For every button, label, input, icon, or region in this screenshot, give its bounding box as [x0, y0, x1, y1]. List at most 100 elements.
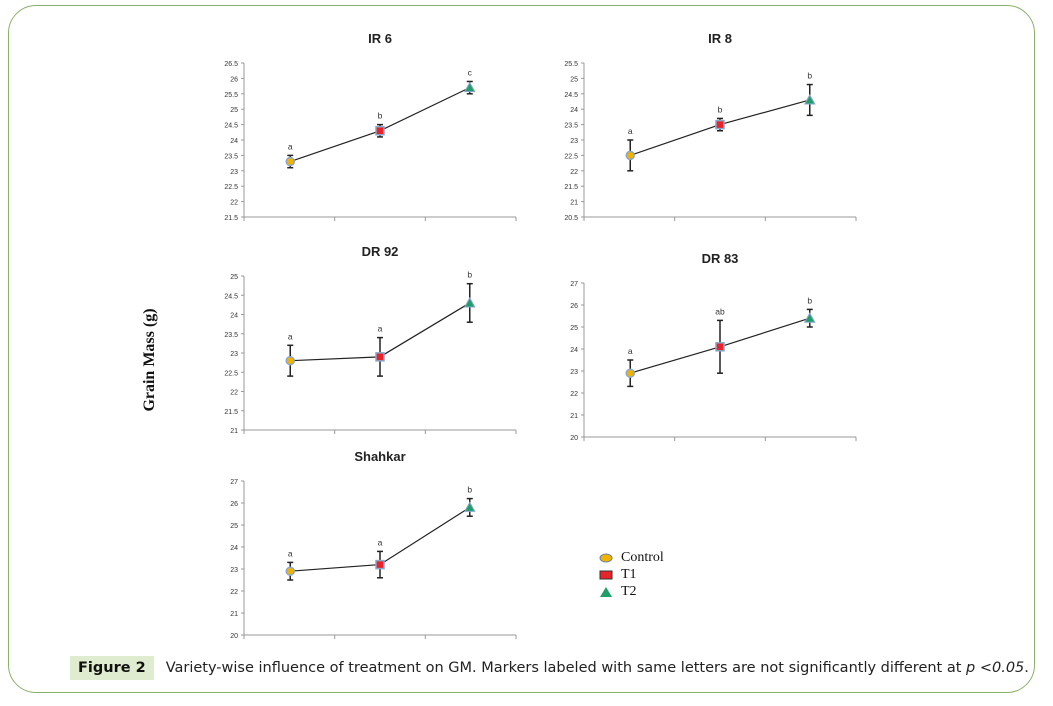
significance-letter: b	[467, 270, 472, 280]
t2-marker	[463, 501, 476, 512]
y-tick-label: 20	[570, 435, 578, 442]
y-tick-label: 24.5	[564, 92, 578, 99]
y-tick-label: 21.5	[224, 215, 238, 222]
y-tick-label: 21	[570, 413, 578, 420]
significance-letter: b	[378, 111, 383, 121]
caption-p-value: p <0.05	[966, 660, 1025, 676]
significance-letter: a	[288, 141, 293, 151]
legend-item-t2: T2	[598, 583, 664, 600]
chart-dr83: DR 83 20 21 22 23 24 25 26 27 a ab b	[540, 245, 870, 450]
t1-marker	[375, 352, 385, 362]
significance-letter: a	[628, 126, 633, 136]
y-tick-label: 27	[230, 479, 238, 486]
control-marker	[285, 156, 295, 167]
chart-dr92-svg: DR 92 21 21.5 22 22.5 23 23.5 24 24.5 25 a a b	[224, 244, 517, 435]
t2-marker	[463, 81, 476, 93]
y-tick-label: 24	[570, 347, 578, 354]
y-tick-label: 25	[230, 523, 238, 530]
chart-ir6: IR 6 21.5 22 22.5 23 23.5 24 24.5 25 25.5 26 26.5 a b…	[200, 25, 530, 230]
t2-marker	[803, 93, 816, 105]
y-tick-label: 20	[230, 633, 238, 640]
y-tick-label: 24	[230, 545, 238, 552]
y-tick-label: 20.5	[564, 215, 578, 222]
significance-letter: a	[288, 548, 293, 558]
chart-title: DR 83	[702, 251, 739, 266]
legend-label: T1	[621, 566, 637, 582]
y-tick-label: 24	[570, 107, 578, 114]
y-tick-label: 21.5	[564, 184, 578, 191]
y-tick-label: 27	[570, 281, 578, 288]
y-tick-label: 22	[570, 391, 578, 398]
y-tick-label: 22	[230, 390, 238, 397]
chart-title: DR 92	[362, 244, 399, 259]
y-tick-label: 22	[570, 169, 578, 176]
t1-marker	[715, 119, 725, 130]
y-axis-label: Grain Mass (g)	[141, 308, 158, 412]
chart-dr92: DR 92 21 21.5 22 22.5 23 23.5 24 24.5 25 a a b	[200, 238, 530, 443]
triangle-marker-icon	[600, 586, 612, 597]
chart-title: Shahkar	[354, 449, 405, 464]
chart-title: IR 6	[368, 31, 392, 46]
control-marker	[625, 368, 635, 378]
control-marker	[285, 566, 295, 576]
significance-letter: a	[628, 346, 633, 356]
y-tick-label: 21	[230, 428, 238, 435]
y-tick-label: 22.5	[564, 153, 578, 160]
figure-label: Figure 2	[70, 656, 154, 680]
t1-marker	[375, 559, 385, 570]
y-tick-label: 23.5	[224, 332, 238, 339]
control-marker	[625, 150, 635, 161]
y-tick-label: 23	[570, 138, 578, 145]
y-tick-label: 23	[570, 369, 578, 376]
chart-ir8: IR 8 20.5 21 21.5 22 22.5 23 23.5 24 24.5 25 25.5 a b…	[540, 25, 870, 230]
figure-frame	[8, 5, 1035, 693]
y-tick-label: 26	[230, 501, 238, 508]
y-tick-label: 23	[230, 169, 238, 176]
significance-letter: ab	[715, 306, 725, 316]
y-tick-label: 24	[230, 313, 238, 320]
y-tick-label: 25	[570, 76, 578, 83]
significance-letter: b	[807, 71, 812, 81]
chart-ir8-svg: IR 8 20.5 21 21.5 22 22.5 23 23.5 24 24.5 25 25.5 a b…	[564, 31, 857, 222]
y-tick-label: 25.5	[224, 92, 238, 99]
t2-marker	[463, 296, 476, 308]
chart-shahkar: Shahkar 20 21 22 23 24 25 26 27 a a b	[200, 443, 530, 648]
figure-caption: Figure 2 Variety-wise influence of treat…	[70, 656, 1029, 680]
y-tick-label: 24.5	[224, 293, 238, 300]
caption-text: Variety-wise influence of treatment on G…	[165, 660, 967, 676]
y-tick-label: 25	[570, 325, 578, 332]
chart-dr83-svg: DR 83 20 21 22 23 24 25 26 27 a ab b	[570, 251, 857, 442]
y-tick-label: 25	[230, 274, 238, 281]
y-tick-label: 23.5	[224, 153, 238, 160]
y-tick-label: 23	[230, 567, 238, 574]
y-tick-label: 25.5	[564, 61, 578, 68]
chart-ir6-svg: IR 6 21.5 22 22.5 23 23.5 24 24.5 25 25.5 26 26.5 a b…	[224, 31, 517, 222]
legend: Control T1 T2	[598, 549, 664, 600]
y-tick-label: 21	[570, 200, 578, 207]
significance-letter: a	[288, 331, 293, 341]
significance-letter: b	[807, 295, 812, 305]
legend-item-control: Control	[598, 549, 664, 566]
y-tick-label: 25	[230, 107, 238, 114]
significance-letter: b	[467, 485, 472, 495]
y-tick-label: 24.5	[224, 123, 238, 130]
y-tick-label: 22.5	[224, 184, 238, 191]
y-tick-label: 26	[230, 76, 238, 83]
significance-letter: c	[468, 67, 473, 77]
y-tick-label: 24	[230, 138, 238, 145]
chart-title: IR 8	[708, 31, 732, 46]
circle-marker-icon	[599, 553, 613, 562]
legend-label: T2	[621, 583, 637, 599]
y-tick-label: 22.5	[224, 370, 238, 377]
y-tick-label: 23	[230, 351, 238, 358]
t2-marker	[803, 312, 816, 323]
legend-label: Control	[621, 549, 664, 565]
caption-end: .	[1024, 660, 1029, 676]
square-marker-icon	[599, 570, 613, 579]
y-tick-label: 22	[230, 200, 238, 207]
control-marker	[285, 355, 295, 366]
y-tick-label: 26	[570, 303, 578, 310]
significance-letter: a	[378, 324, 383, 334]
y-tick-label: 26.5	[224, 61, 238, 68]
significance-letter: b	[718, 104, 723, 114]
